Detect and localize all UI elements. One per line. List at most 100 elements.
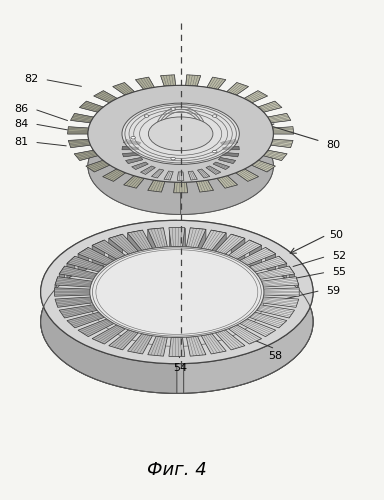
Polygon shape xyxy=(141,166,155,174)
Polygon shape xyxy=(228,325,262,344)
Polygon shape xyxy=(296,276,299,290)
Ellipse shape xyxy=(131,136,136,139)
Ellipse shape xyxy=(212,115,217,117)
Polygon shape xyxy=(92,240,125,259)
Polygon shape xyxy=(206,166,221,174)
Polygon shape xyxy=(169,338,185,356)
Polygon shape xyxy=(151,169,164,178)
Polygon shape xyxy=(228,256,237,284)
Polygon shape xyxy=(257,305,295,318)
Ellipse shape xyxy=(90,246,264,338)
Polygon shape xyxy=(186,75,201,86)
Polygon shape xyxy=(252,160,275,172)
Polygon shape xyxy=(98,107,103,122)
Polygon shape xyxy=(148,336,167,356)
Polygon shape xyxy=(122,152,139,157)
Polygon shape xyxy=(177,172,184,180)
Polygon shape xyxy=(264,288,299,296)
Polygon shape xyxy=(236,169,258,181)
Text: 55: 55 xyxy=(332,267,346,277)
Polygon shape xyxy=(220,140,238,144)
Polygon shape xyxy=(136,77,154,90)
Polygon shape xyxy=(127,334,152,354)
Polygon shape xyxy=(161,75,175,86)
Polygon shape xyxy=(132,162,148,170)
Text: 80: 80 xyxy=(326,140,341,150)
Polygon shape xyxy=(68,126,89,134)
Ellipse shape xyxy=(41,250,313,394)
Polygon shape xyxy=(268,114,291,123)
Polygon shape xyxy=(249,256,287,272)
Polygon shape xyxy=(215,234,245,254)
Polygon shape xyxy=(215,330,245,350)
Polygon shape xyxy=(250,240,262,270)
Polygon shape xyxy=(207,88,218,108)
Polygon shape xyxy=(169,228,185,246)
Polygon shape xyxy=(262,276,299,287)
Polygon shape xyxy=(227,92,236,111)
Polygon shape xyxy=(109,330,138,350)
Ellipse shape xyxy=(88,118,273,214)
Ellipse shape xyxy=(171,158,175,160)
Ellipse shape xyxy=(88,86,273,182)
Polygon shape xyxy=(127,230,152,250)
Polygon shape xyxy=(244,90,268,103)
Polygon shape xyxy=(55,276,58,290)
Text: 52: 52 xyxy=(332,252,346,262)
Polygon shape xyxy=(59,266,97,280)
Text: 54: 54 xyxy=(174,362,188,372)
Polygon shape xyxy=(201,230,226,250)
Polygon shape xyxy=(273,126,294,134)
Polygon shape xyxy=(127,230,142,264)
Polygon shape xyxy=(109,234,122,266)
Polygon shape xyxy=(113,82,135,95)
Ellipse shape xyxy=(122,103,239,164)
Polygon shape xyxy=(257,274,260,290)
Polygon shape xyxy=(174,182,188,193)
Polygon shape xyxy=(78,248,114,265)
Polygon shape xyxy=(88,128,89,135)
Polygon shape xyxy=(289,266,295,285)
Text: 82: 82 xyxy=(25,74,39,85)
Polygon shape xyxy=(74,150,98,160)
Ellipse shape xyxy=(41,220,313,364)
Polygon shape xyxy=(67,256,75,280)
Polygon shape xyxy=(271,139,293,147)
Polygon shape xyxy=(262,297,299,308)
Polygon shape xyxy=(262,281,263,292)
Ellipse shape xyxy=(171,108,175,110)
Polygon shape xyxy=(186,336,206,356)
Polygon shape xyxy=(169,228,185,260)
Polygon shape xyxy=(142,248,152,281)
Polygon shape xyxy=(109,234,138,254)
Polygon shape xyxy=(164,171,173,180)
Polygon shape xyxy=(55,276,92,287)
Polygon shape xyxy=(240,319,276,336)
Polygon shape xyxy=(156,247,167,280)
Polygon shape xyxy=(94,90,117,103)
Polygon shape xyxy=(188,171,197,180)
Polygon shape xyxy=(215,251,225,282)
Polygon shape xyxy=(249,312,287,328)
Polygon shape xyxy=(257,266,295,280)
Polygon shape xyxy=(90,281,92,292)
Polygon shape xyxy=(148,228,164,262)
Polygon shape xyxy=(258,107,264,122)
Polygon shape xyxy=(55,297,92,308)
Polygon shape xyxy=(240,260,247,286)
Polygon shape xyxy=(90,117,94,128)
Polygon shape xyxy=(201,248,212,281)
Polygon shape xyxy=(88,86,180,214)
Polygon shape xyxy=(258,101,282,112)
Polygon shape xyxy=(217,176,238,188)
Polygon shape xyxy=(124,140,141,144)
Text: 84: 84 xyxy=(14,119,28,129)
Polygon shape xyxy=(244,98,252,116)
Polygon shape xyxy=(125,92,135,111)
Polygon shape xyxy=(186,247,197,280)
Text: 58: 58 xyxy=(268,352,282,362)
Polygon shape xyxy=(99,267,104,288)
Polygon shape xyxy=(164,86,175,105)
Polygon shape xyxy=(109,98,117,116)
Polygon shape xyxy=(186,86,197,105)
